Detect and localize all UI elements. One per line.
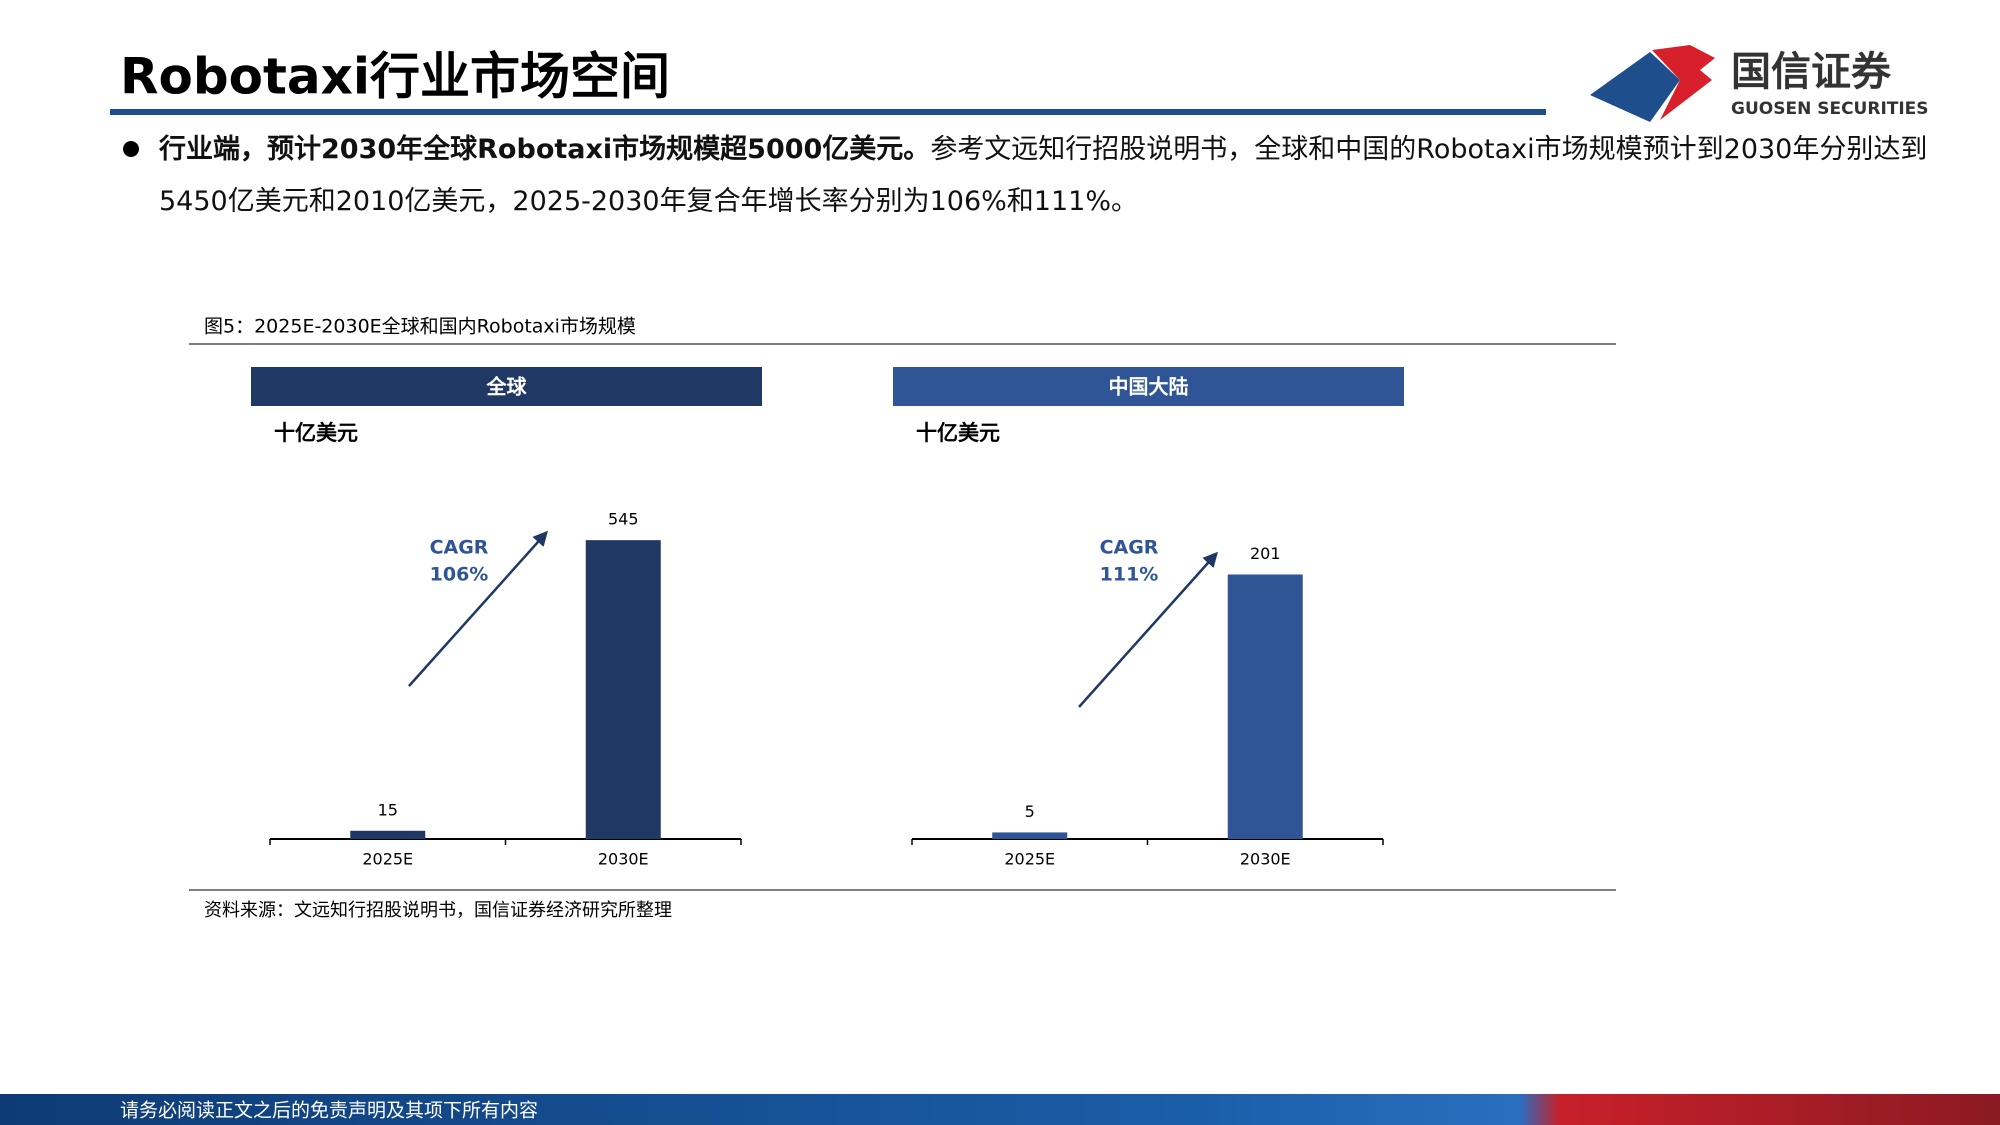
panel-header	[893, 367, 1404, 406]
bar	[585, 540, 661, 839]
footer-band	[0, 1094, 2000, 1125]
cagr-label: 111%	[1100, 564, 1159, 586]
x-tick-label: 2025E	[362, 850, 413, 869]
bar	[350, 830, 426, 839]
panel-title: 全球	[486, 375, 528, 399]
x-tick-label: 2030E	[1240, 850, 1291, 869]
title-rule	[110, 109, 1546, 115]
cagr-label: CAGR	[1100, 537, 1159, 559]
unit-label: 十亿美元	[916, 421, 1000, 445]
bullet-text: 行业端，预计2030年全球Robotaxi市场规模超5000亿美元。参考文远知行…	[159, 124, 1929, 228]
value-label: 201	[1250, 544, 1281, 563]
figure-source: 资料来源：文远知行招股说明书，国信证券经济研究所整理	[204, 900, 672, 921]
x-tick-label: 2025E	[1004, 850, 1055, 869]
bar	[992, 832, 1068, 839]
value-label: 15	[378, 800, 398, 819]
panel-title: 中国大陆	[1109, 375, 1189, 399]
cagr-arrow	[408, 530, 549, 687]
value-label: 5	[1025, 802, 1035, 821]
value-label: 545	[608, 510, 639, 529]
panel-header	[251, 367, 762, 406]
cagr-arrow	[1078, 551, 1219, 708]
figure-caption: 图5：2025E-2030E全球和国内Robotaxi市场规模	[204, 316, 636, 338]
logo-blue	[1590, 52, 1680, 122]
unit-label: 十亿美元	[274, 421, 358, 445]
cagr-label: CAGR	[430, 537, 489, 559]
logo-red	[1652, 45, 1715, 120]
bullet-dot	[123, 141, 139, 157]
cagr-label: 106%	[430, 564, 489, 586]
slide-title: Robotaxi行业市场空间	[120, 48, 670, 106]
bullet-bold: 行业端，预计2030年全球Robotaxi市场规模超5000亿美元。	[159, 134, 931, 165]
bullet-body: 参考文远知行招股说明书，全球和中国的Robotaxi市场规模预计到2030年分别…	[159, 134, 1928, 217]
bar	[1227, 574, 1303, 839]
logo-en: GUOSEN SECURITIES	[1731, 99, 1929, 119]
logo-cn: 国信证券	[1731, 49, 1892, 95]
x-tick-label: 2030E	[598, 850, 649, 869]
footer-disclaimer: 请务必阅读正文之后的免责声明及其项下所有内容	[120, 1100, 538, 1122]
